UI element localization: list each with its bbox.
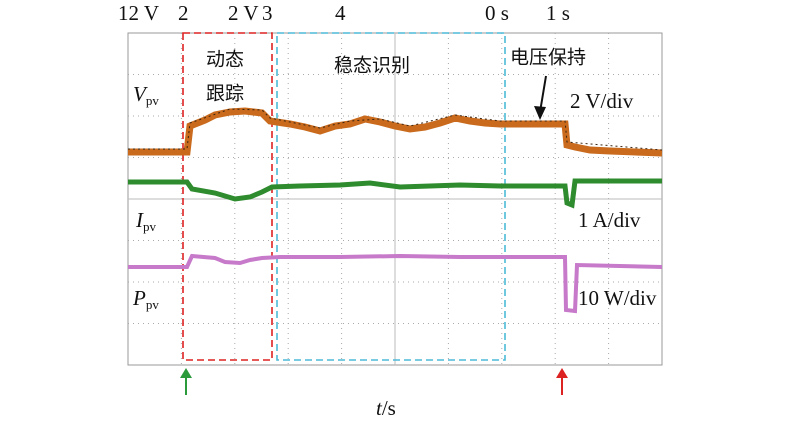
- hold-pointer: [539, 75, 547, 113]
- annotation: 电压保持: [510, 47, 586, 69]
- trace-label: Vpv: [133, 82, 159, 108]
- power-trace: [128, 253, 663, 314]
- variable: t: [376, 396, 383, 420]
- start-arrow-head: [180, 368, 192, 378]
- annotation: 动态: [206, 49, 244, 71]
- unit: /s: [382, 396, 396, 420]
- annotation: 稳态识别: [334, 55, 410, 77]
- subscript: pv: [146, 297, 160, 312]
- x-axis-label: t/s: [376, 396, 396, 420]
- header-label: 0 s: [485, 1, 509, 25]
- scale-label: 10 W/div: [578, 286, 657, 310]
- stop-arrow-head: [556, 368, 568, 378]
- header-label: 3: [262, 1, 273, 25]
- header-label: 1 s: [546, 1, 570, 25]
- subscript: pv: [146, 93, 160, 108]
- symbol: P: [132, 286, 146, 310]
- hold-pointer-head: [534, 106, 546, 120]
- trace-label: Ipv: [135, 208, 157, 234]
- header-label: 2: [178, 1, 189, 25]
- scale-label: 1 A/div: [578, 208, 641, 232]
- header-label: 12 V: [118, 1, 159, 25]
- trace-label: Ppv: [132, 286, 159, 312]
- dynamic-box: [182, 32, 273, 361]
- scale-label: 2 V/div: [570, 89, 634, 113]
- subscript: pv: [143, 219, 157, 234]
- symbol: V: [133, 82, 148, 106]
- header-label: 2 V: [228, 1, 259, 25]
- grid: [127, 32, 663, 366]
- steady-box: [276, 32, 506, 361]
- header-label: 4: [335, 1, 346, 25]
- voltage-trace: [128, 107, 663, 157]
- symbol: I: [135, 208, 144, 232]
- current-trace: [128, 178, 662, 209]
- annotation: 跟踪: [206, 83, 244, 105]
